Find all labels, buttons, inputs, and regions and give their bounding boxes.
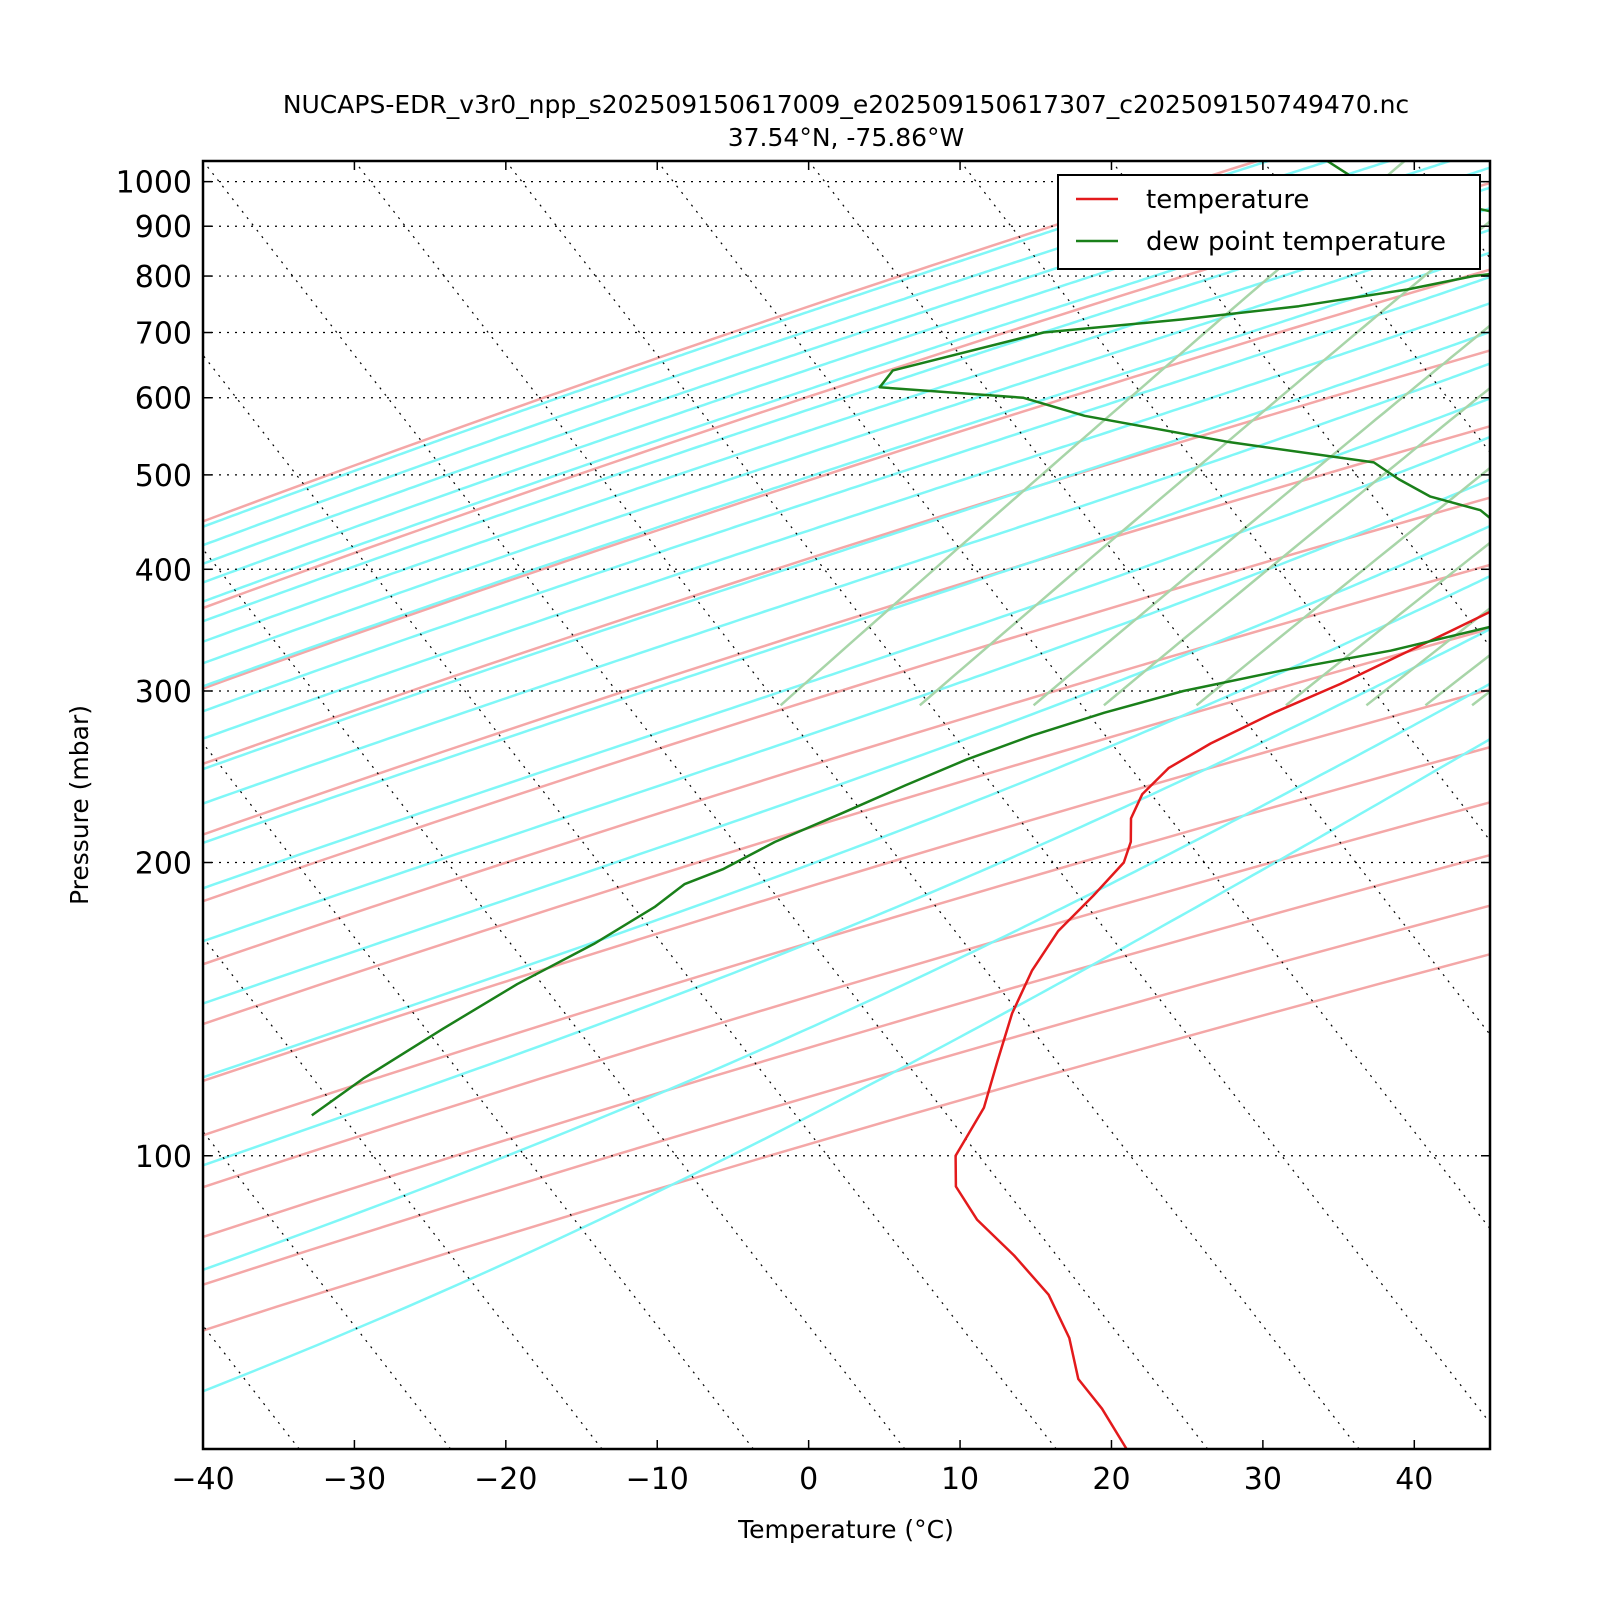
isotherm-gridline [1566,161,1600,1449]
moist-adiabat [203,207,1490,644]
moist-adiabat [203,275,1490,713]
moist-adiabat [203,435,1490,890]
dry-adiabat [203,904,1490,1287]
x-tick-label: −40 [171,1462,234,1497]
isotherm-gridline [959,161,1490,842]
isotherm-gridline [1262,161,1490,454]
moist-adiabat [203,478,1490,943]
dry-adiabat [203,801,1490,1189]
dry-adiabat [203,688,1490,1083]
moist-adiabat [203,574,1490,1079]
moist-adiabat [203,737,1490,1393]
y-tick-label: 500 [135,459,192,494]
moist-adiabat [203,251,1490,688]
moist-adiabat [203,330,1490,771]
legend-label-dew-point: dew point temperature [1146,227,1446,257]
isotherm-gridline [505,161,1490,1424]
dry-adiabat [203,161,1262,523]
dry-adiabat [203,745,1490,1137]
moist-adiabat [203,228,1490,665]
isotherm-gridline [203,742,754,1449]
x-tick-label: −20 [474,1462,537,1497]
axis-ticks: −40 −30 −20 −10 0 10 20 30 40 100 200 300 400 500 600 7… [116,161,1490,1497]
x-tick-label: 0 [799,1462,818,1497]
dry-adiabat [203,952,1490,1332]
y-tick-label: 900 [135,210,192,245]
y-tick-label: 600 [135,382,192,417]
mixing-ratio-line [1195,466,1490,707]
moist-adiabat [203,301,1490,740]
legend-label-temperature: temperature [1146,185,1309,215]
isotherm-gridline [203,354,1057,1449]
plot-series [311,161,1490,1449]
mixing-ratio-line [1471,689,1490,707]
y-tick-label: 100 [135,1140,192,1175]
x-tick-label: 10 [941,1462,979,1497]
dry-adiabat [203,424,1490,836]
isotherm-gridline [203,161,1209,1449]
chart-subtitle: 37.54°N, -75.86°W [728,123,964,152]
dry-adiabat [203,496,1490,903]
moist-adiabat [203,397,1490,845]
x-axis-label: Temperature (°C) [737,1515,954,1544]
isotherm-gridline [1110,161,1490,648]
isotherm-gridline [353,161,1360,1449]
plot-frame [201,159,1492,1451]
y-axis-label: Pressure (mbar) [65,705,94,905]
y-tick-label: 700 [135,317,192,352]
y-tick-label: 800 [135,260,192,295]
isotherm-gridline [808,161,1490,1036]
plot-grid [203,161,1600,1449]
isotherm-gridline [203,548,906,1449]
x-tick-label: 20 [1092,1462,1130,1497]
dry-adiabat [203,181,1490,610]
x-tick-label: 40 [1395,1462,1433,1497]
mixing-ratio-line [1285,541,1490,707]
y-tick-label: 200 [135,847,192,882]
dry-adiabat [203,853,1490,1239]
legend: temperature dew point temperature [1057,174,1481,270]
dry-adiabat [203,563,1490,966]
chart-title: NUCAPS-EDR_v3r0_npp_s202509150617009_e20… [283,90,1409,119]
y-tick-label: 400 [135,553,192,588]
moist-adiabat [203,682,1490,1272]
mixing-ratio-line [1103,386,1490,707]
y-tick-label: 300 [135,675,192,710]
x-tick-label: −10 [626,1462,689,1497]
moist-adiabat [203,627,1490,1167]
isotherm-gridline [1413,161,1490,260]
series-line-0 [954,610,1490,1449]
series-line-1 [311,161,1490,1117]
dry-adiabat [203,268,1490,690]
y-tick-label: 1000 [116,166,192,201]
dry-adiabat [203,627,1490,1026]
x-tick-label: 30 [1244,1462,1282,1497]
isotherm-gridline [203,936,603,1449]
legend-box [1057,174,1481,270]
dry-adiabat [203,349,1490,766]
plot-background [203,161,1600,1393]
isotherm-gridline [203,1130,452,1449]
isotherm-gridline [656,161,1490,1230]
moist-adiabat [203,362,1490,805]
isotherm-gridline [203,1324,300,1449]
x-tick-label: −30 [323,1462,386,1497]
moist-adiabat [203,524,1490,1005]
mixing-ratio-line [1544,161,1600,705]
mixing-ratio-line [1032,324,1490,707]
mixing-ratio-line [918,219,1490,707]
